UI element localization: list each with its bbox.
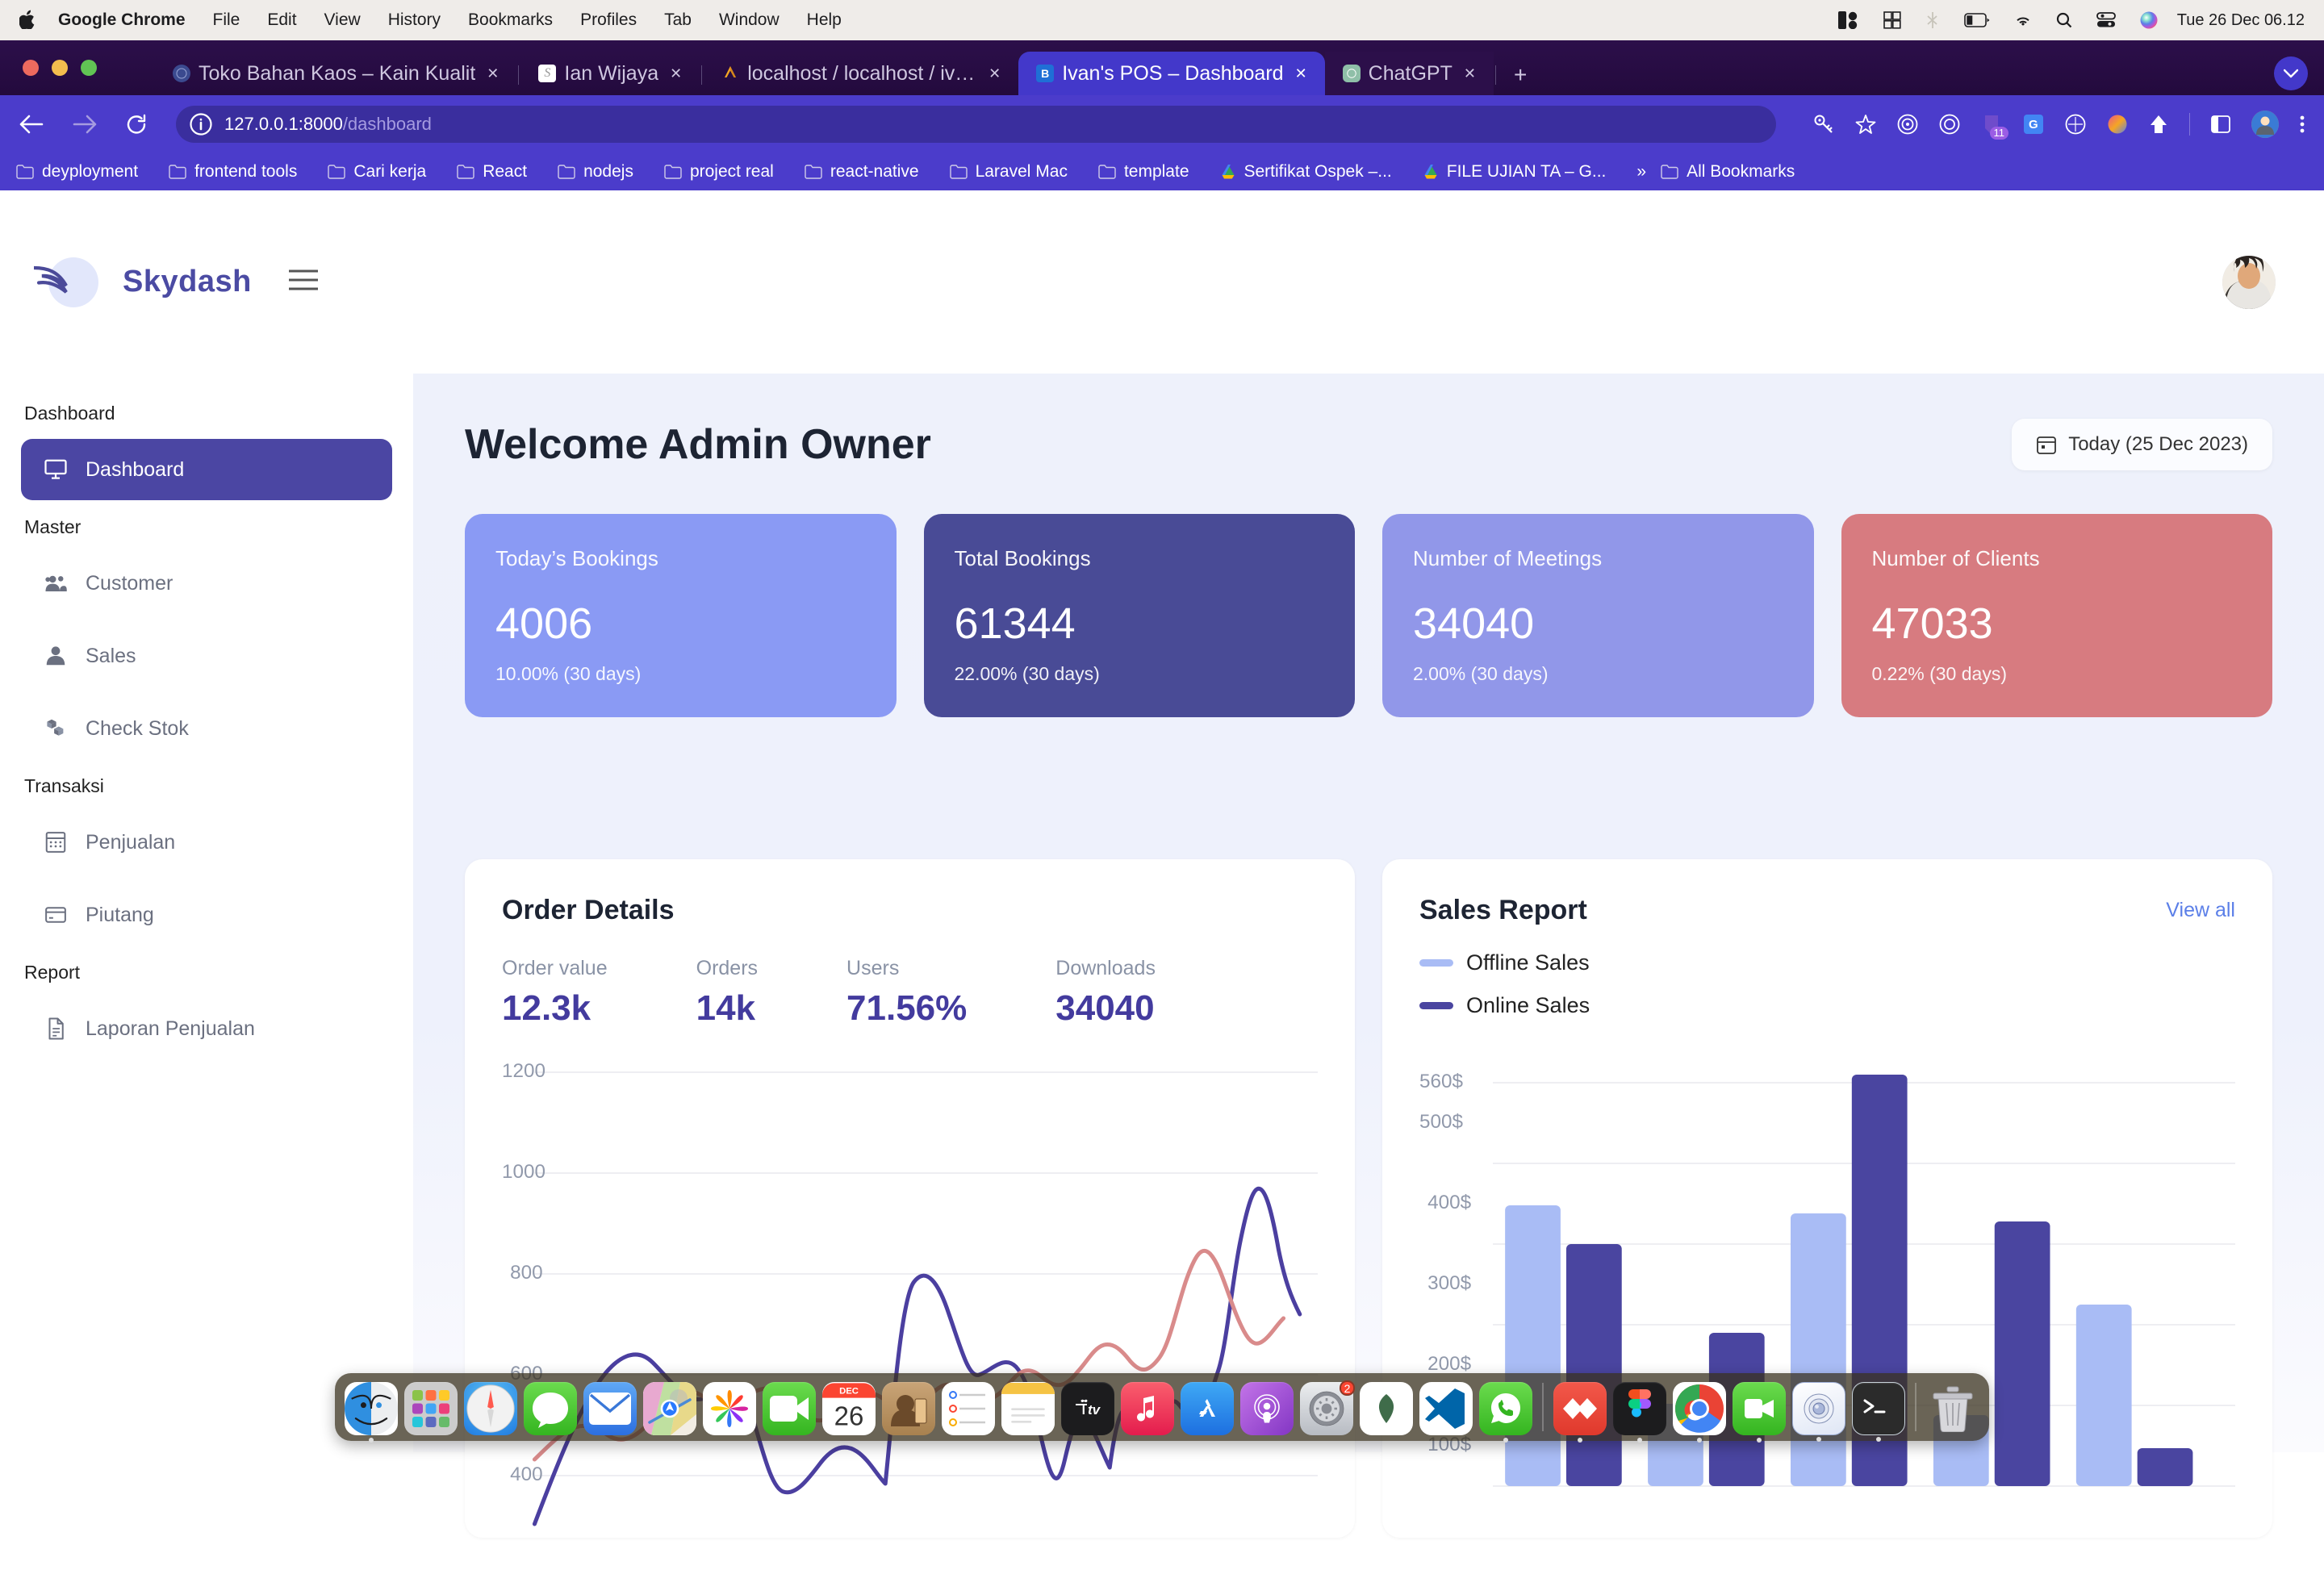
svg-text:800: 800 <box>510 1262 542 1284</box>
svg-text:400: 400 <box>510 1464 542 1485</box>
svg-text:tv: tv <box>1088 1402 1101 1418</box>
svg-text:1000: 1000 <box>502 1161 545 1183</box>
svg-text:G: G <box>2029 118 2038 132</box>
svg-text:200$: 200$ <box>1427 1353 1472 1375</box>
svg-text:300$: 300$ <box>1427 1272 1472 1294</box>
svg-text:500$: 500$ <box>1419 1111 1464 1133</box>
svg-text:560$: 560$ <box>1419 1071 1464 1092</box>
svg-text:400$: 400$ <box>1427 1192 1472 1213</box>
svg-text:1200: 1200 <box>502 1060 545 1082</box>
